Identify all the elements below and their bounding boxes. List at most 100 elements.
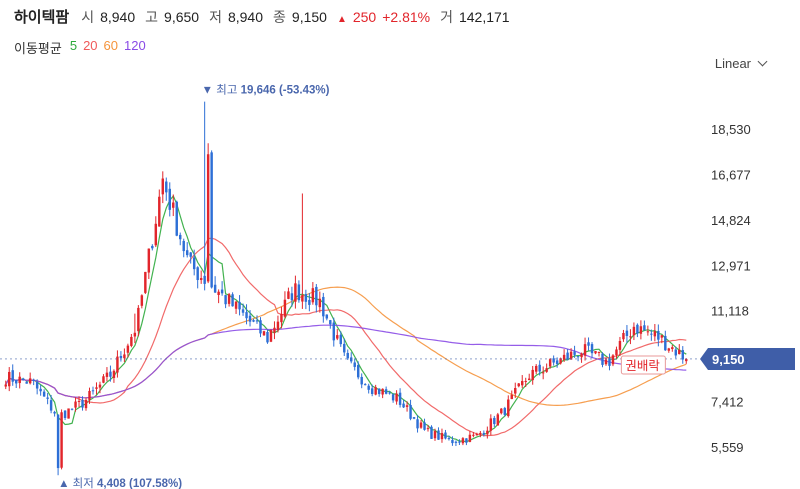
candle-body [199,278,203,281]
candle-body [151,245,154,249]
ma-5-label[interactable]: 5 [69,38,78,53]
candle-body [259,320,262,334]
candle-body [667,348,671,351]
candle-body [77,400,81,402]
candle-body [604,359,608,365]
candle-body [280,314,283,323]
candle-body [398,392,402,405]
candle-body [28,378,32,384]
moving-average-legend: 이동평균 5 20 60 120 [14,38,146,57]
candle-body [53,411,56,414]
candle-body [42,391,46,397]
candle-body [46,397,49,399]
candle-body [241,309,245,313]
candle-body [266,331,269,343]
candle-body [322,296,325,317]
candle-body [493,417,496,425]
candle-body [384,389,388,394]
candle-body [182,240,185,252]
candle-body [311,288,315,303]
low-marker: ▲ 최저 4,408 (107.58%) [58,477,182,489]
candle-body [179,234,182,240]
candle-body [419,422,423,428]
candle-body [8,371,11,387]
candle-body [503,408,507,415]
ma-120-label[interactable]: 120 [124,38,146,53]
candle-body [632,326,636,336]
scale-label: Linear [714,56,751,71]
candle-body [98,384,102,388]
candle-body [489,418,493,431]
ma-5-line [5,194,687,443]
candle-body [514,387,517,394]
candle-body [482,432,486,435]
high-marker: ▼ 최고 19,646 (-53.43%) [202,84,330,97]
candle-body [521,381,524,386]
candle-body [597,351,601,353]
candle-body [11,370,14,382]
candle-body [137,307,140,332]
candle-body [304,294,308,302]
scale-selector[interactable]: Linear [714,56,768,71]
candle-body [625,330,629,336]
candle-body [517,383,520,387]
candle-body [213,284,217,293]
candle-body [479,432,482,435]
event-marker-label: 권배락 [625,359,660,373]
candle-body [269,330,273,342]
candle-body [510,394,513,400]
low-label: 저 [209,9,222,25]
y-tick-label: 5,559 [711,440,744,455]
candle-body [496,414,500,426]
candle-body [343,343,346,353]
candle-body [367,385,370,390]
candle-body [685,358,688,362]
candle-body [252,320,255,322]
candle-body [39,388,42,392]
candle-body [74,401,77,408]
candle-body [123,354,126,359]
price-header: 하이텍팜 시 8,940 고 9,650 저 8,940 종 9,150 ▲ 2… [14,6,514,26]
candle-body [290,293,294,301]
candle-body [381,388,384,395]
moving-average-label: 이동평균 [14,41,62,56]
candle-body [276,321,280,331]
ma-120-line [5,324,687,399]
high-label: 고 [145,9,159,25]
candle-body [210,152,213,288]
candle-body [91,390,95,392]
candle-body [161,178,165,195]
candle-body [552,358,555,363]
candle-body [154,223,158,246]
candle-body [133,332,137,337]
candle-body [500,408,503,414]
candle-body [374,387,377,395]
candle-body [224,295,227,305]
candle-body [412,417,416,419]
candle-body [622,333,625,340]
candle-body [531,369,534,381]
candle-body [426,428,430,430]
candle-body [88,390,91,400]
candle-body [608,358,611,366]
candle-body [350,357,353,362]
candle-body [315,286,318,306]
candle-body [650,333,653,335]
ma-60-label[interactable]: 60 [103,38,119,53]
candle-body [458,441,461,443]
candle-body [346,352,349,359]
candle-body [615,349,618,356]
candle-body [18,376,21,384]
candle-body [238,301,241,310]
candle-body [454,441,458,443]
candle-body [468,434,472,442]
candle-body [339,334,342,345]
candle-body [639,326,643,334]
candle-body [144,271,147,293]
candle-body [25,381,28,384]
ma-20-label[interactable]: 20 [83,38,98,53]
candle-body [587,342,590,346]
candle-body [681,350,684,360]
candle-body [423,422,426,430]
